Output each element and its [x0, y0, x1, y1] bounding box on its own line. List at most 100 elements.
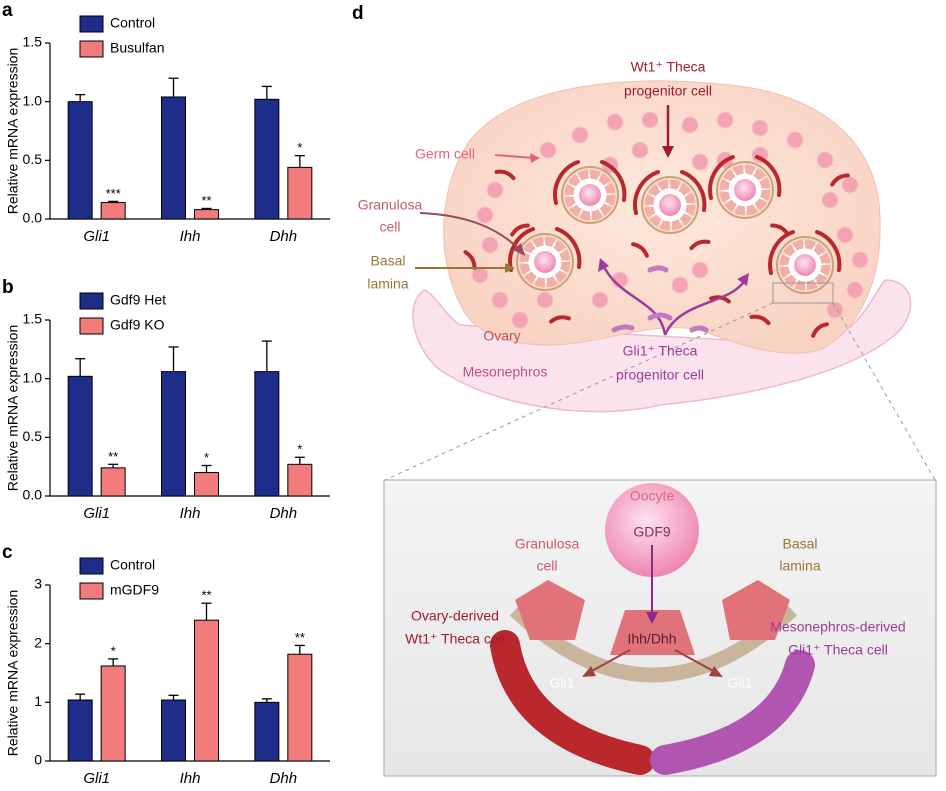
germ-cell — [851, 251, 869, 269]
legend-swatch — [79, 557, 104, 575]
theca-dash — [749, 314, 771, 326]
diagram-label: cell — [536, 558, 557, 574]
bar — [287, 166, 313, 220]
arrowhead — [709, 666, 723, 677]
x-tick-label: Ihh — [180, 505, 201, 522]
diagram-label: Ihh/Dhh — [627, 631, 676, 647]
theca — [708, 155, 782, 200]
diagram-label: Gli1 — [550, 675, 575, 691]
bar — [254, 701, 280, 762]
granulosa-cell — [722, 580, 790, 640]
y-tick-label: 3 — [34, 576, 42, 592]
y-tick-label: 2 — [34, 634, 42, 650]
diagram: Wt1⁺ Theca progenitor cell Germ cell Granul… — [358, 59, 937, 777]
panel-letter: d — [352, 3, 364, 24]
legend-label: Control — [110, 15, 155, 31]
arrow — [419, 212, 521, 251]
diagram-label: Basal — [370, 253, 405, 269]
x-tick-label: Gli1 — [83, 770, 110, 787]
diagram-label: Mesonephros — [463, 364, 548, 380]
germ-cell — [491, 291, 509, 309]
germ-cell — [539, 141, 557, 159]
germ-cell — [591, 291, 609, 309]
bar — [67, 699, 93, 762]
significance: ** — [108, 449, 118, 464]
germ-cell — [606, 113, 624, 131]
diagram-label: lamina — [779, 558, 820, 574]
oocyte — [534, 251, 556, 273]
theca-dash — [463, 250, 477, 270]
theca-dash — [689, 239, 711, 251]
significance: ** — [201, 588, 211, 603]
theca-dash — [494, 169, 516, 181]
bar — [254, 98, 280, 220]
bar — [287, 463, 313, 497]
germ-cell — [846, 281, 864, 299]
theca — [553, 160, 627, 205]
y-tick-label: 1.5 — [23, 34, 43, 50]
diagram-label: Wt1⁺ Theca — [631, 59, 706, 75]
germ-cell — [631, 141, 649, 159]
bar — [67, 101, 93, 220]
y-tick-label: 0.5 — [23, 428, 43, 444]
bar — [194, 619, 219, 762]
germ-cell — [671, 276, 689, 294]
arrowhead — [530, 153, 540, 163]
bar — [161, 699, 186, 762]
bar — [161, 371, 186, 497]
significance: ** — [295, 630, 305, 645]
y-tick-label: 0.0 — [23, 210, 43, 226]
diagram-label: lamina — [367, 276, 408, 292]
legend-swatch — [79, 317, 104, 335]
germ-cell — [716, 111, 734, 129]
diagram-label: Basal — [782, 536, 817, 552]
germ-cell — [641, 111, 659, 129]
bar — [67, 375, 93, 497]
y-axis-label: Relative mRNA expression — [5, 325, 21, 492]
germ-cell — [536, 291, 554, 309]
arrow — [494, 154, 536, 159]
germ-cell — [826, 301, 844, 319]
diagram-label: progenitor cell — [616, 367, 704, 383]
germ-cell — [681, 116, 699, 134]
legend-label: Gdf9 KO — [110, 317, 165, 333]
oocyte — [605, 483, 699, 577]
germ-cell — [481, 236, 499, 254]
legend-label: Gdf9 Het — [110, 292, 166, 308]
bar — [100, 202, 126, 220]
legend-label: mGDF9 — [110, 582, 159, 598]
germ-cell — [511, 311, 529, 329]
germ-cell — [476, 206, 494, 224]
diagram-label: Gli1 — [728, 675, 753, 691]
germ-cell — [751, 119, 769, 137]
germ-cell — [786, 131, 804, 149]
panel-letter: c — [2, 542, 13, 563]
y-tick-label: 0.0 — [23, 487, 43, 503]
bar — [194, 472, 219, 497]
germ-cell — [816, 151, 834, 169]
diagram-label: Oocyte — [630, 488, 675, 504]
significance: *** — [106, 186, 121, 201]
granulosa-cell — [610, 610, 695, 655]
significance: * — [297, 442, 302, 457]
diagram-label: GDF9 — [633, 524, 671, 540]
theca-red — [490, 630, 655, 775]
legend-swatch — [79, 15, 104, 33]
y-tick-label: 1.0 — [23, 369, 43, 385]
arrow — [589, 649, 631, 673]
bar — [161, 96, 186, 220]
y-tick-label: 1.5 — [23, 311, 43, 327]
arrow — [601, 264, 747, 336]
germ-cell — [836, 226, 854, 244]
arrow — [674, 649, 716, 673]
germ-cells — [471, 111, 869, 329]
panel-letter: a — [2, 0, 13, 21]
oocyte — [734, 179, 756, 201]
x-tick-label: Dhh — [270, 505, 298, 522]
y-tick-label: 0.5 — [23, 151, 43, 167]
granulosa-cell — [515, 580, 585, 640]
arrowhead — [513, 243, 525, 256]
arrowhead — [662, 146, 674, 158]
theca — [633, 170, 707, 215]
